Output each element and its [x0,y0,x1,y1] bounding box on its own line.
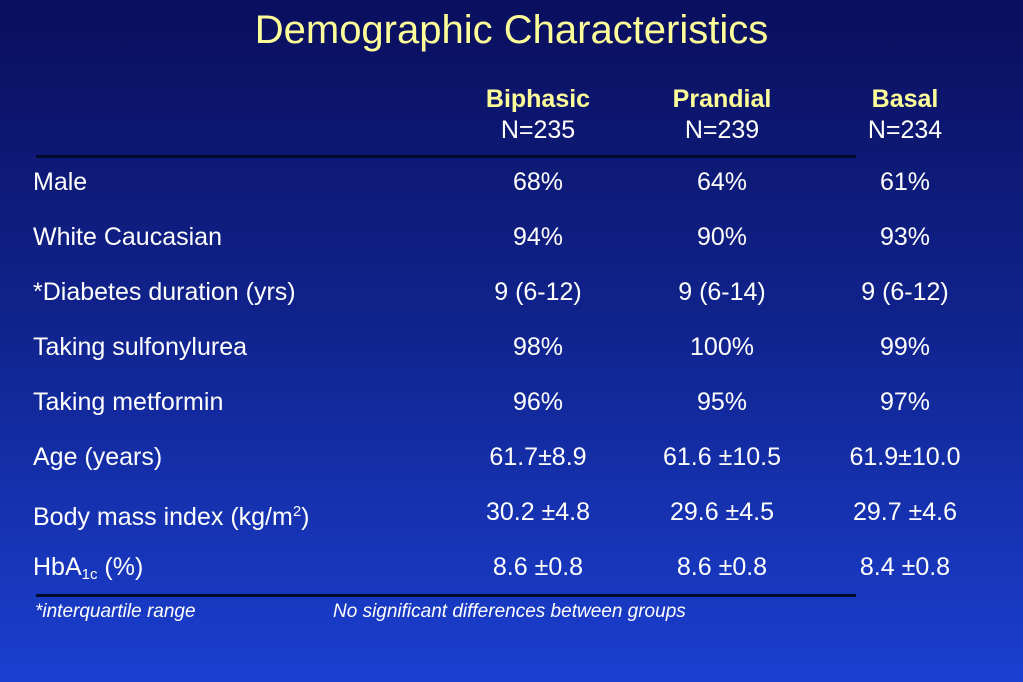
cell-basal: 29.7 ±4.6 [852,498,958,526]
column-name: Prandial [672,85,772,113]
cell-basal: 99% [879,333,931,361]
column-name: Biphasic [485,85,591,113]
column-header-biphasic: Biphasic N=235 [453,84,623,146]
cell-prandial: 61.6 ±10.5 [663,443,781,471]
column-n: N=239 [684,116,760,144]
row-label: Body mass index (kg/m2) [33,492,310,537]
row-label: Taking sulfonylurea [33,333,248,361]
row-label-superscript: 2 [292,503,302,520]
table-row: HbA1c (%) 8.6 ±0.8 8.6 ±0.8 8.4 ±0.8 [0,547,1023,587]
row-label-tail: ) [301,503,310,531]
table-row: Taking sulfonylurea 98% 100% 99% [0,327,1023,367]
cell-basal: 8.4 ±0.8 [859,553,951,581]
table-row: Body mass index (kg/m2) 30.2 ±4.8 29.6 ±… [0,492,1023,532]
cell-biphasic: 94% [512,223,564,251]
cell-biphasic: 8.6 ±0.8 [492,553,584,581]
row-label: Taking metformin [33,388,224,416]
row-label-tail: (%) [97,553,144,581]
cell-prandial: 9 (6-14) [678,278,766,306]
table-row: Age (years) 61.7±8.9 61.6 ±10.5 61.9±10.… [0,437,1023,477]
cell-biphasic: 30.2 ±4.8 [485,498,591,526]
column-header-basal: Basal N=234 [820,84,990,146]
table-row: *Diabetes duration (yrs) 9 (6-12) 9 (6-1… [0,272,1023,312]
cell-prandial: 64% [696,168,748,196]
column-header-prandial: Prandial N=239 [637,84,807,146]
row-label: HbA1c (%) [33,547,143,595]
cell-prandial: 8.6 ±0.8 [676,553,768,581]
cell-prandial: 95% [696,388,748,416]
cell-basal: 9 (6-12) [861,278,949,306]
row-label-main: HbA [33,553,82,581]
cell-prandial: 100% [690,333,754,361]
cell-biphasic: 98% [512,333,564,361]
footer-rule [36,594,856,597]
column-n: N=235 [500,116,576,144]
cell-biphasic: 68% [512,168,564,196]
row-label: *Diabetes duration (yrs) [33,278,296,306]
footnote-interquartile: *interquartile range [35,601,196,622]
cell-basal: 61% [879,168,931,196]
table-row: Male 68% 64% 61% [0,162,1023,202]
cell-biphasic: 9 (6-12) [494,278,582,306]
row-label: White Caucasian [33,223,222,251]
column-name: Basal [871,85,939,113]
cell-basal: 61.9±10.0 [849,443,961,471]
header-rule [36,155,856,158]
row-label: Age (years) [33,443,163,471]
cell-basal: 97% [879,388,931,416]
table-row: Taking metformin 96% 95% 97% [0,382,1023,422]
row-label: Male [33,168,88,196]
cell-basal: 93% [879,223,931,251]
row-label-main: Body mass index (kg/m [33,503,293,531]
column-n: N=234 [867,116,943,144]
cell-biphasic: 61.7±8.9 [489,443,587,471]
footnote-no-differences: No significant differences between group… [333,601,686,622]
cell-biphasic: 96% [512,388,564,416]
table-row: White Caucasian 94% 90% 93% [0,217,1023,257]
row-label-subscript: 1c [81,566,98,583]
cell-prandial: 29.6 ±4.5 [669,498,775,526]
cell-prandial: 90% [696,223,748,251]
slide-title: Demographic Characteristics [254,8,769,52]
